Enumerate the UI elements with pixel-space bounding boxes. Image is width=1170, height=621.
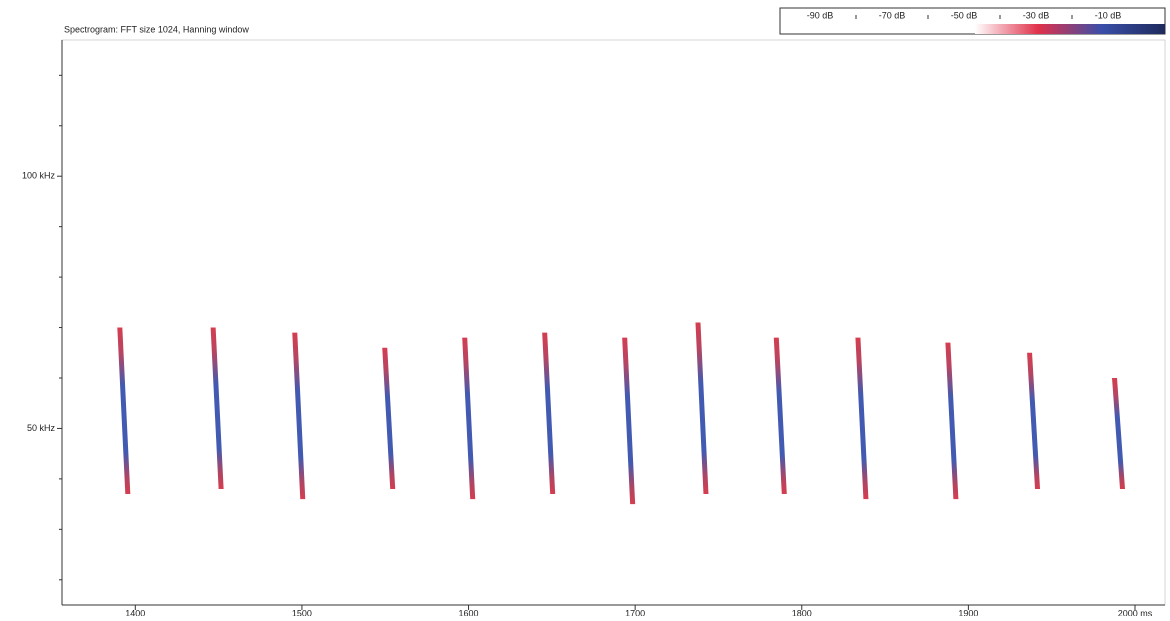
call-trace (462, 337, 476, 500)
colorbar-label: -30 dB (1023, 10, 1050, 20)
call-trace (292, 332, 306, 500)
call-trace (1112, 377, 1126, 489)
call-trace (117, 327, 131, 495)
x-tick-label: 1500 (292, 608, 312, 616)
chart-title: Spectrogram: FFT size 1024, Hanning wind… (64, 24, 249, 34)
colorbar-label: -50 dB (951, 10, 978, 20)
call-trace (210, 327, 224, 489)
call-trace (695, 322, 709, 495)
call-trace (1027, 352, 1041, 489)
call-trace (773, 337, 787, 495)
call-trace (542, 332, 556, 495)
colorbar-label: -10 dB (1095, 10, 1122, 20)
colorbar-label: -70 dB (879, 10, 906, 20)
x-tick-label: 2000 ms (1118, 608, 1153, 616)
x-tick-label: 1900 (958, 608, 978, 616)
y-tick-label: 50 kHz (27, 423, 56, 433)
call-trace (945, 342, 959, 500)
x-tick-label: 1800 (792, 608, 812, 616)
colorbar-label: -90 dB (807, 10, 834, 20)
plot-frame (61, 39, 1166, 606)
call-trace (622, 337, 636, 505)
call-trace (382, 347, 396, 489)
colorbar (975, 24, 1165, 34)
y-tick-label: 100 kHz (22, 171, 56, 181)
x-tick-label: 1400 (125, 608, 145, 616)
x-tick-label: 1700 (625, 608, 645, 616)
call-trace (855, 337, 869, 500)
x-tick-label: 1600 (459, 608, 479, 616)
